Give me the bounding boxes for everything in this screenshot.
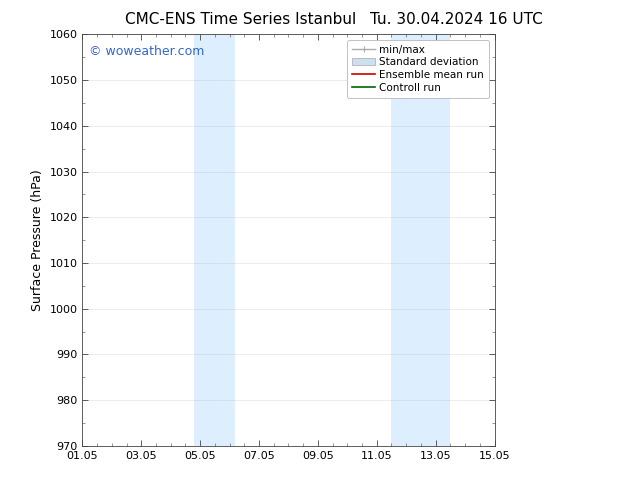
Text: © woweather.com: © woweather.com xyxy=(89,45,204,58)
Text: Tu. 30.04.2024 16 UTC: Tu. 30.04.2024 16 UTC xyxy=(370,12,543,27)
Y-axis label: Surface Pressure (hPa): Surface Pressure (hPa) xyxy=(31,169,44,311)
Bar xyxy=(391,34,450,446)
Text: CMC-ENS Time Series Istanbul: CMC-ENS Time Series Istanbul xyxy=(126,12,356,27)
Bar xyxy=(194,34,235,446)
Legend: min/max, Standard deviation, Ensemble mean run, Controll run: min/max, Standard deviation, Ensemble me… xyxy=(347,40,489,98)
